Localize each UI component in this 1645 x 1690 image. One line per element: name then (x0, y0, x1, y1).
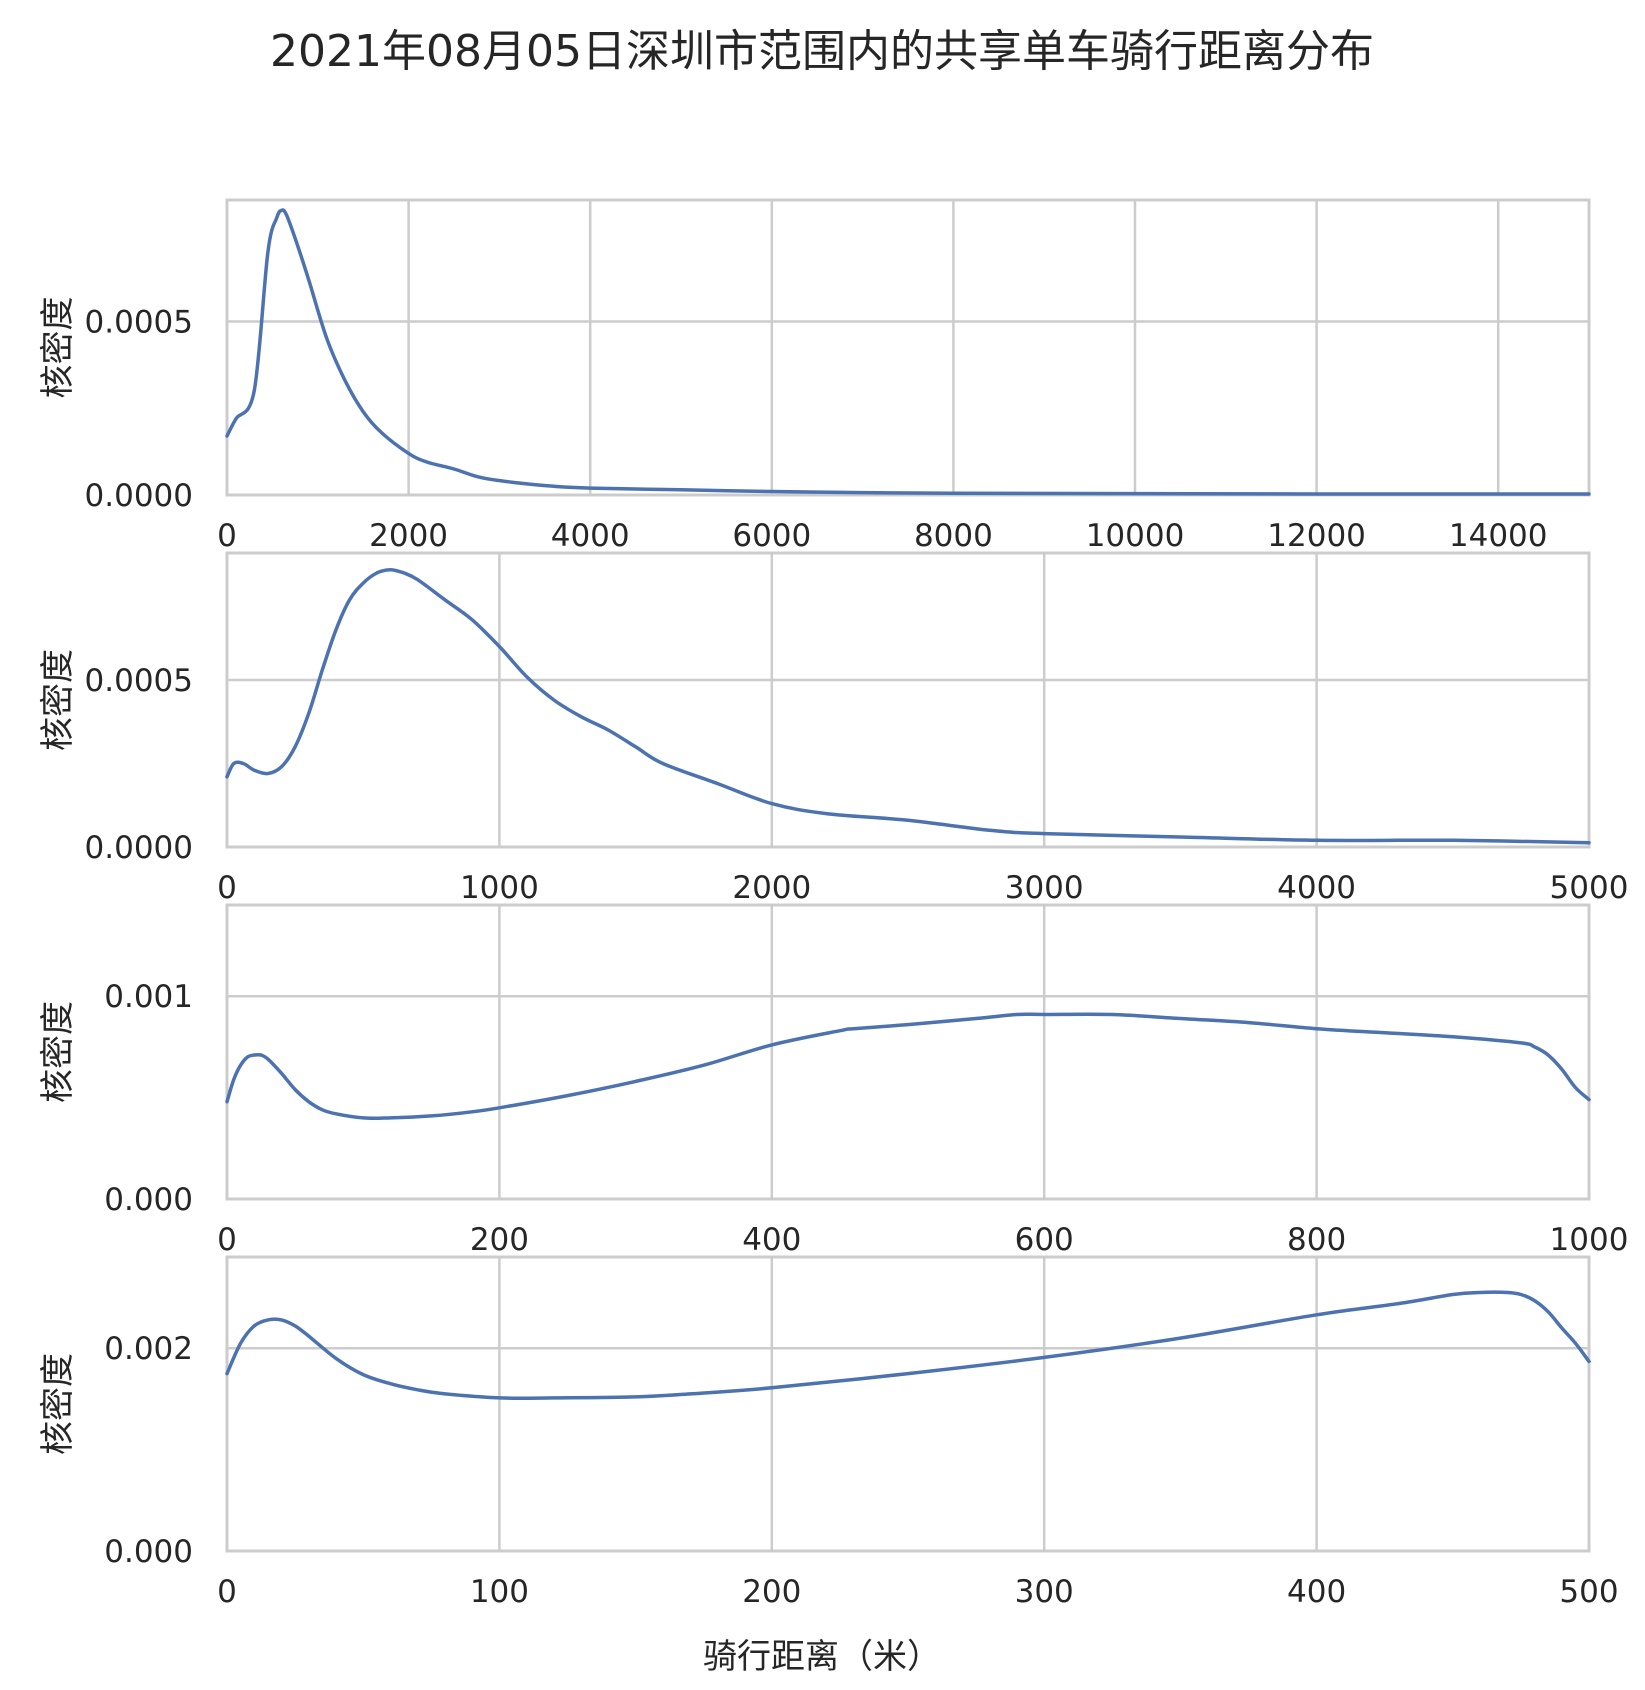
x-tick-label: 600 (1015, 1222, 1074, 1258)
y-axis-label: 核密度 (38, 1353, 78, 1455)
x-tick-label: 2000 (732, 870, 811, 906)
y-tick-label: 0.0005 (85, 304, 193, 340)
x-tick-label: 0 (217, 870, 237, 906)
x-tick-label: 10000 (1086, 518, 1185, 554)
y-tick-label: 0.0000 (85, 830, 193, 866)
x-tick-label: 6000 (732, 518, 811, 554)
y-axis-label: 核密度 (38, 649, 78, 751)
subplot-3: 0 200 400 600 800 1000 0.000 0.001 核密度 (38, 903, 1629, 1258)
y-axis-label: 核密度 (38, 297, 78, 399)
y-axis-label: 核密度 (38, 1001, 78, 1103)
x-tick-label: 1000 (460, 870, 539, 906)
x-tick-label: 3000 (1005, 870, 1084, 906)
x-tick-label: 2000 (369, 518, 448, 554)
kde-curve (225, 1012, 1591, 1121)
kde-curve (225, 1290, 1591, 1401)
x-tick-label: 500 (1559, 1574, 1618, 1610)
x-tick-label: 8000 (914, 518, 993, 554)
y-tick-label: 0.000 (104, 1182, 193, 1218)
y-tick-label: 0.001 (104, 979, 193, 1015)
x-tick-label: 400 (1287, 1574, 1346, 1610)
x-tick-label: 4000 (551, 518, 630, 554)
subplot-4: 0 100 200 300 400 500 0.000 0.002 核密度 (38, 1255, 1619, 1610)
x-tick-label: 0 (217, 1574, 237, 1610)
subplot-panels: 0 2000 4000 6000 8000 10000 12000 140000.00000.… (38, 198, 1629, 1610)
x-tick-label: 800 (1287, 1222, 1346, 1258)
plot-frame (225, 198, 1591, 497)
x-tick-label: 5000 (1550, 870, 1629, 906)
y-tick-label: 0.0000 (85, 478, 193, 514)
kde-curve (225, 208, 1591, 496)
x-tick-label: 0 (217, 1222, 237, 1258)
plot-frame (225, 1255, 1591, 1553)
chart-title: 2021年08月05日深圳市范围内的共享单车骑行距离分布 (270, 26, 1374, 77)
x-tick-label: 1000 (1550, 1222, 1629, 1258)
x-tick-label: 14000 (1449, 518, 1548, 554)
kde-curve (225, 567, 1591, 845)
plot-frame (225, 903, 1591, 1201)
x-tick-label: 200 (742, 1574, 801, 1610)
x-axis-label: 骑行距离（米） (703, 1637, 941, 1677)
y-tick-label: 0.002 (104, 1331, 193, 1367)
x-tick-label: 300 (1015, 1574, 1074, 1610)
x-tick-label: 4000 (1277, 870, 1356, 906)
subplot-1: 0 2000 4000 6000 8000 10000 12000 14000 0.0000 0.… (38, 198, 1591, 554)
x-tick-label: 200 (470, 1222, 529, 1258)
x-tick-label: 100 (470, 1574, 529, 1610)
y-tick-label: 0.0005 (85, 663, 193, 699)
x-tick-label: 0 (217, 518, 237, 554)
x-tick-label: 12000 (1267, 518, 1366, 554)
y-tick-label: 0.000 (104, 1534, 193, 1570)
plot-frame (225, 551, 1591, 849)
x-tick-label: 400 (742, 1222, 801, 1258)
